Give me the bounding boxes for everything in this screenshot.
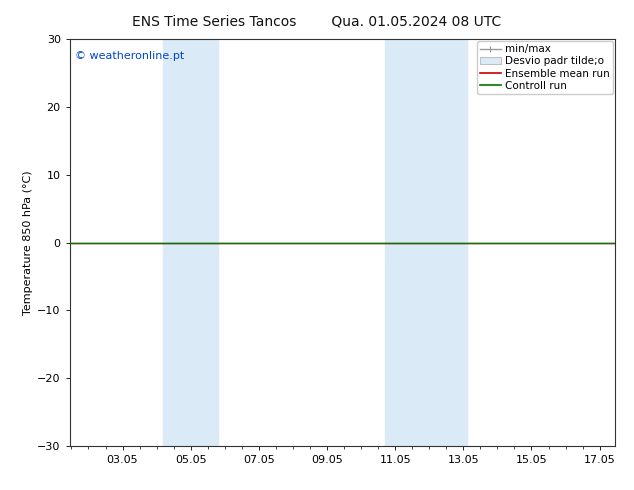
Text: © weatheronline.pt: © weatheronline.pt — [75, 51, 184, 61]
Bar — [385, 39, 467, 446]
Y-axis label: Temperature 850 hPa (°C): Temperature 850 hPa (°C) — [23, 170, 33, 315]
Legend: min/max, Desvio padr tilde;o, Ensemble mean run, Controll run: min/max, Desvio padr tilde;o, Ensemble m… — [477, 41, 613, 94]
Bar — [164, 39, 218, 446]
Text: ENS Time Series Tancos        Qua. 01.05.2024 08 UTC: ENS Time Series Tancos Qua. 01.05.2024 0… — [133, 15, 501, 29]
